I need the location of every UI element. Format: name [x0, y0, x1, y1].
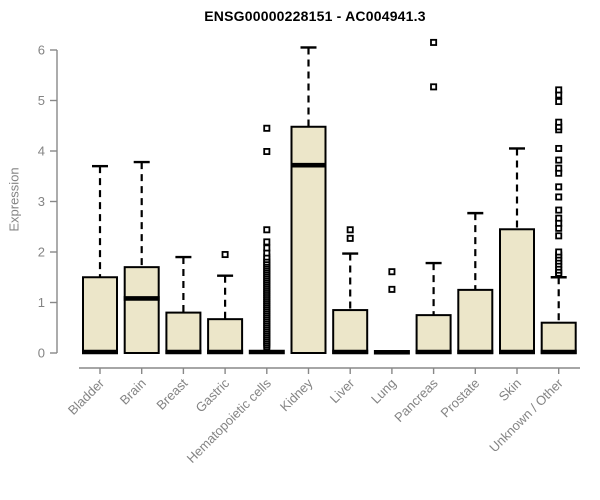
outlier-point: [555, 156, 563, 164]
outlier-point: [555, 98, 563, 106]
x-category-label: Brain: [117, 376, 149, 408]
x-category-label: Liver: [327, 375, 358, 406]
y-tick-label: 3: [38, 194, 45, 209]
outlier-point: [555, 118, 563, 126]
outlier-point: [263, 124, 271, 132]
outlier-point: [555, 214, 563, 222]
outlier-point: [430, 83, 438, 91]
outlier-point: [388, 268, 396, 276]
x-category-label: Skin: [496, 376, 524, 404]
outlier-point: [263, 148, 271, 156]
outlier-point: [263, 226, 271, 234]
y-tick-label: 0: [38, 346, 45, 361]
outlier-point: [430, 38, 438, 46]
outlier-point: [221, 251, 229, 259]
outlier-point: [555, 144, 563, 152]
outlier-point: [263, 238, 271, 246]
outlier-point: [388, 285, 396, 293]
outlier-point: [555, 183, 563, 191]
box-brain: [123, 266, 160, 354]
x-category-label: Gastric: [193, 375, 233, 415]
box-skin: [499, 228, 535, 354]
outlier-point: [555, 206, 563, 214]
outlier-point: [263, 244, 271, 252]
outlier-point: [555, 248, 563, 256]
y-tick-label: 2: [38, 245, 45, 260]
outlier-point: [555, 232, 563, 240]
box-gastric: [207, 318, 244, 355]
outlier-point: [555, 164, 563, 172]
box-prostate: [457, 288, 494, 354]
box-bladder: [82, 276, 118, 354]
outlier-point: [346, 226, 354, 234]
y-tick-label: 1: [38, 295, 45, 310]
x-category-label: Prostate: [438, 376, 483, 421]
outlier-point: [555, 86, 563, 94]
x-category-label: Lung: [368, 376, 399, 407]
box-liver: [332, 309, 369, 355]
y-tick-label: 5: [38, 93, 45, 108]
y-tick-label: 4: [38, 144, 45, 159]
box-breast: [165, 311, 202, 355]
box-kidney: [290, 125, 327, 355]
outlier-point: [555, 193, 563, 201]
x-category-label: Kidney: [277, 375, 316, 414]
x-category-label: Unknown / Other: [486, 375, 566, 455]
y-axis-label: Expression: [6, 167, 22, 232]
chart-title: ENSG00000228151 - AC004941.3: [204, 8, 426, 24]
box-unknown-other: [540, 321, 577, 355]
x-category-label: Bladder: [65, 375, 108, 418]
x-category-label: Pancreas: [391, 375, 441, 425]
box-pancreas: [415, 314, 452, 354]
y-tick-label: 6: [38, 43, 45, 58]
outlier-point: [346, 234, 354, 242]
x-category-label: Breast: [153, 375, 190, 412]
